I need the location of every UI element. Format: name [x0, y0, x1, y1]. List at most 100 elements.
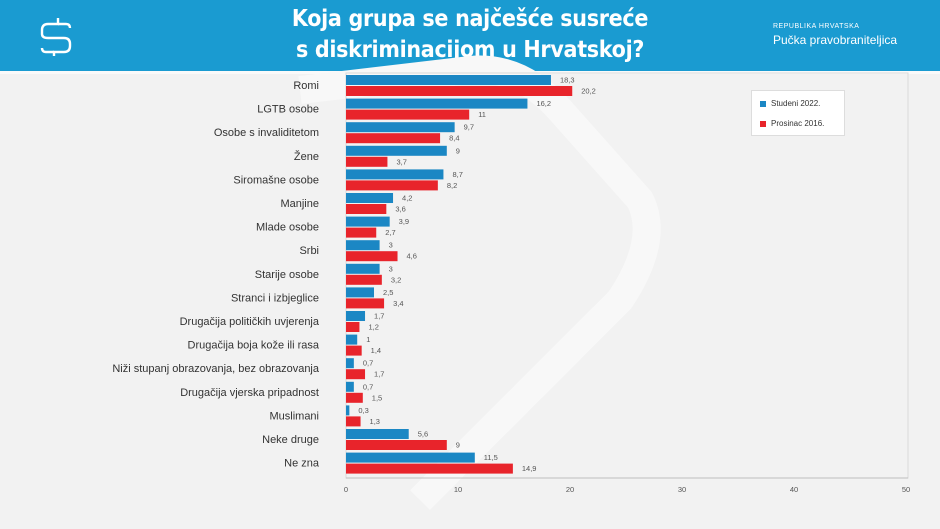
legend-item-2016: Prosinac 2016.: [760, 119, 824, 128]
bar-2016: [346, 463, 513, 474]
bar-2022: [346, 193, 394, 203]
data-label: 8,2: [447, 181, 457, 190]
category-label: Osobe s invaliditetom: [214, 127, 319, 139]
bar-2016: [346, 133, 441, 144]
category-label: Neke druge: [262, 434, 319, 446]
data-label: 4,6: [407, 252, 417, 261]
bar-2016: [346, 156, 388, 167]
data-label: 18,3: [560, 76, 575, 85]
data-label: 3,9: [399, 217, 409, 226]
category-label: Žene: [294, 150, 319, 163]
data-label: 3,6: [395, 205, 405, 214]
bar-2022: [346, 405, 350, 416]
x-tick-label: 0: [344, 485, 348, 494]
data-label: 9,7: [464, 123, 474, 132]
category-label: Stranci i izbjeglice: [231, 292, 319, 304]
category-label: LGTB osobe: [257, 104, 319, 116]
bar-2016: [346, 180, 438, 191]
bar-2022: [346, 122, 455, 133]
category-label: Drugačija vjerska pripadnost: [180, 387, 319, 399]
data-label: 0,3: [358, 406, 368, 415]
bar-2022: [346, 169, 444, 180]
bar-2016: [346, 322, 360, 332]
category-label: Starije osobe: [255, 269, 319, 281]
data-label: 4,2: [402, 194, 412, 203]
data-label: 11,5: [484, 453, 498, 462]
data-label: 1,7: [374, 312, 384, 321]
category-label: Drugačija boja kože ili rasa: [188, 340, 320, 352]
data-label: 0,7: [363, 359, 373, 368]
legend-label-2022: Studeni 2022.: [771, 99, 821, 108]
x-tick-label: 40: [790, 485, 798, 494]
bar-2022: [346, 311, 366, 321]
bar-2016: [346, 440, 447, 450]
category-label: Niži stupanj obrazovanja, bez obrazovanj…: [112, 363, 320, 375]
bar-2016: [346, 392, 363, 403]
legend-label-2016: Prosinac 2016.: [771, 119, 825, 128]
data-label: 1,5: [372, 393, 382, 402]
x-tick-label: 30: [678, 485, 686, 494]
data-label: 8,4: [449, 134, 459, 143]
category-label: Muslimani: [269, 410, 319, 422]
bar-2016: [346, 204, 387, 214]
data-label: 16,2: [536, 99, 551, 108]
data-label: 5,6: [418, 430, 428, 439]
category-label: Romi: [293, 80, 319, 92]
brand-name: Pučka pravobraniteljica: [773, 33, 898, 47]
bar-2016: [346, 86, 573, 96]
header-bar: Koja grupa se najčešće susreće s diskrim…: [0, 0, 940, 71]
category-label: Ne zna: [284, 458, 320, 470]
bar-2016: [346, 274, 382, 285]
bar-2022: [346, 98, 528, 109]
bar-2016: [346, 109, 470, 120]
data-label: 11: [478, 110, 486, 119]
data-label: 1,7: [374, 370, 384, 379]
data-label: 3,4: [393, 299, 403, 308]
category-label: Mlade osobe: [256, 222, 319, 234]
title-line-1: Koja grupa se najčešće susreće: [291, 6, 649, 32]
legend-item-2022: Studeni 2022.: [760, 99, 820, 108]
data-label: 0,7: [363, 382, 373, 391]
bar-2016: [346, 416, 361, 427]
data-label: 1,3: [370, 417, 380, 426]
bar-2022: [346, 263, 380, 274]
data-label: 1,4: [371, 346, 381, 355]
data-label: 3: [389, 241, 393, 250]
watermark-logo: [298, 55, 661, 510]
data-label: 20,2: [581, 87, 596, 96]
category-label: Siromašne osobe: [233, 174, 319, 186]
data-label: 3: [389, 264, 393, 273]
data-label: 1,2: [368, 323, 378, 332]
category-label: Manjine: [280, 198, 319, 210]
bar-2016: [346, 251, 398, 262]
data-label: 3,7: [396, 157, 406, 166]
x-tick-label: 50: [902, 485, 910, 494]
bar-2016: [346, 345, 362, 356]
legend-swatch-2022: [760, 100, 766, 107]
bar-2016: [346, 369, 366, 380]
data-label: 1: [366, 335, 370, 344]
x-tick-label: 10: [454, 485, 462, 494]
bar-2022: [346, 358, 354, 369]
bar-2022: [346, 429, 409, 439]
page-title: Koja grupa se najčešće susreće s diskrim…: [250, 4, 690, 66]
legend: Studeni 2022. Prosinac 2016.: [751, 90, 845, 136]
data-label: 9: [456, 146, 460, 155]
category-label: Srbi: [299, 245, 319, 257]
legend-swatch-2016: [760, 120, 766, 127]
bar-2016: [346, 298, 385, 309]
data-label: 3,2: [391, 275, 401, 284]
x-tick-label: 20: [566, 485, 574, 494]
bar-2016: [346, 227, 377, 238]
data-label: 14,9: [522, 464, 537, 473]
data-label: 2,7: [385, 228, 395, 237]
bar-2022: [346, 75, 551, 85]
data-label: 9: [456, 441, 460, 450]
data-label: 8,7: [452, 170, 462, 179]
brand-subtitle: REPUBLIKA HRVATSKA: [773, 23, 860, 30]
category-label: Drugačija političkih uvjerenja: [180, 316, 320, 328]
bar-2022: [346, 381, 354, 392]
bar-2022: [346, 287, 374, 298]
data-label: 2,5: [383, 288, 393, 297]
